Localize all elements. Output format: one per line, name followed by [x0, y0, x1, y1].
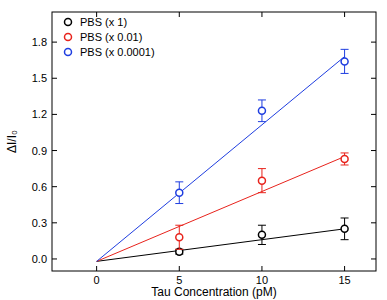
y-tick-label: 1.2	[32, 108, 47, 120]
plot-frame	[52, 12, 376, 271]
x-tick	[261, 266, 262, 271]
y-tick	[52, 186, 57, 187]
x-tick	[96, 266, 97, 271]
y-tick-right	[371, 150, 376, 151]
legend-label: PBS (x 0.0001)	[80, 46, 155, 58]
legend-label: PBS (x 0.01)	[80, 31, 142, 43]
y-tick	[52, 222, 57, 223]
legend-marker	[65, 49, 72, 56]
error-bar	[341, 153, 349, 165]
y-tick-right	[371, 42, 376, 43]
y-tick	[52, 78, 57, 79]
data-point	[258, 231, 265, 238]
y-tick-label: 1.8	[32, 36, 47, 48]
x-tick-top	[261, 12, 262, 17]
legend-marker	[65, 19, 72, 26]
data-point	[176, 234, 183, 241]
fit-line	[97, 157, 345, 262]
error-bar	[175, 182, 183, 204]
legend-marker	[65, 34, 72, 41]
data-point	[341, 58, 348, 65]
error-bar	[258, 100, 266, 122]
data-point	[258, 177, 265, 184]
x-tick-label: 0	[94, 274, 100, 286]
y-tick-label: 0.6	[32, 181, 47, 193]
fit-line	[97, 57, 345, 262]
error-bar	[258, 225, 266, 244]
x-tick-top	[179, 12, 180, 17]
y-tick-label: 1.5	[32, 72, 47, 84]
error-bar	[341, 218, 349, 240]
y-tick-right	[371, 78, 376, 79]
legend-label: PBS (x 1)	[80, 16, 127, 28]
data-point	[341, 155, 348, 162]
y-tick-right	[371, 258, 376, 259]
y-tick	[52, 42, 57, 43]
data-point	[341, 225, 348, 232]
y-tick	[52, 150, 57, 151]
chart: 0510150.00.30.60.91.21.51.8Tau Concentra…	[0, 0, 387, 300]
data-point	[176, 189, 183, 196]
x-tick-label: 15	[338, 274, 350, 286]
y-tick	[52, 114, 57, 115]
y-tick-label: 0.0	[32, 253, 47, 265]
x-tick-top	[344, 12, 345, 17]
error-bar	[258, 169, 266, 193]
chart-root: 0510150.00.30.60.91.21.51.8Tau Concentra…	[0, 0, 387, 300]
y-tick-label: 0.9	[32, 145, 47, 157]
y-tick-label: 0.3	[32, 217, 47, 229]
y-tick-right	[371, 186, 376, 187]
x-tick	[344, 266, 345, 271]
data-point	[258, 107, 265, 114]
y-axis-label: ΔI/I₀	[5, 130, 19, 153]
data-point	[176, 248, 183, 255]
y-tick-right	[371, 114, 376, 115]
x-tick	[179, 266, 180, 271]
plot-data	[97, 49, 349, 261]
error-bar	[175, 225, 183, 249]
x-axis-label: Tau Concentration (pM)	[151, 285, 276, 299]
error-bar	[341, 49, 349, 73]
y-tick-right	[371, 222, 376, 223]
legend: PBS (x 1) PBS (x 0.01) PBS (x 0.0001)	[65, 16, 155, 58]
y-tick	[52, 258, 57, 259]
